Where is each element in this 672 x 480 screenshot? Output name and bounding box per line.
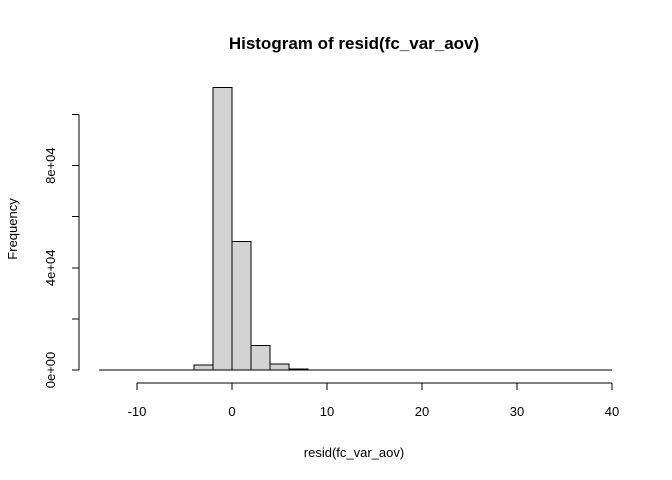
x-tick-label-1: 0 [228, 404, 235, 419]
x-tick-label-3: 20 [415, 404, 429, 419]
y-tick-label-2: 4e+04 [43, 250, 58, 287]
x-tick-label-2: 10 [320, 404, 334, 419]
histogram-bar-9 [269, 363, 290, 371]
x-tick-label-0: -10 [128, 404, 147, 419]
y-tick-label-0: 0e+00 [43, 352, 58, 389]
x-tick-label-5: 40 [605, 404, 619, 419]
histogram-bar-5 [193, 364, 214, 371]
histogram-bar-6 [212, 87, 233, 371]
histogram-bar-8 [250, 344, 271, 371]
axis-layer: -10 0 10 20 30 40 0e+00 4e+04 8e+04 [43, 114, 619, 419]
histogram-bar-7 [231, 241, 252, 371]
x-tick-label-4: 30 [510, 404, 524, 419]
y-tick-label-4: 8e+04 [43, 147, 58, 184]
y-axis-label: Frequency [5, 198, 20, 260]
x-axis-label: resid(fc_var_aov) [304, 445, 404, 460]
chart-title: Histogram of resid(fc_var_aov) [229, 34, 479, 53]
bars-layer [193, 87, 309, 371]
